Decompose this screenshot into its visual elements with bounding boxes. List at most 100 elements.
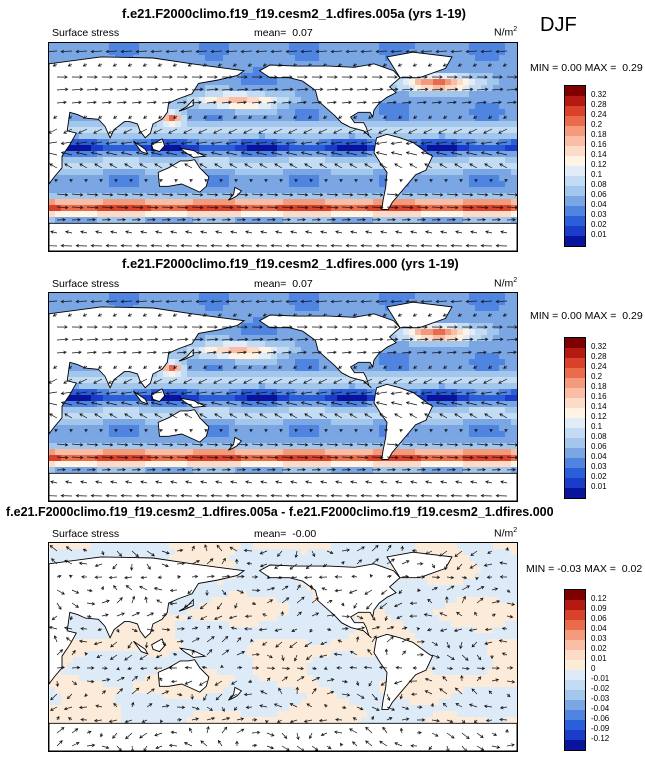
- stress-vector-arrow: [184, 680, 193, 685]
- stress-vector-arrow: [131, 350, 142, 355]
- stress-vector-arrow: [146, 703, 153, 708]
- stress-vector-arrow: [311, 455, 324, 460]
- stress-vector-arrow: [78, 378, 88, 384]
- stress-vector-arrow: [75, 299, 88, 304]
- stress-vector-arrow: [60, 493, 73, 498]
- stress-vector-arrow: [71, 193, 84, 197]
- stress-vector-arrow: [86, 679, 95, 684]
- stress-vector-arrow: [191, 706, 200, 711]
- stress-vector-arrow: [289, 563, 298, 570]
- stress-vector-arrow: [217, 63, 223, 67]
- stress-vector-arrow: [320, 480, 328, 484]
- stress-vector-arrow: [285, 493, 298, 498]
- stress-vector-arrow: [371, 443, 384, 447]
- stress-vector-arrow: [295, 686, 300, 695]
- stress-vector-arrow: [161, 627, 171, 632]
- stress-vector-arrow: [94, 575, 103, 579]
- stress-vector-arrow: [288, 128, 298, 134]
- stress-vector-arrow: [214, 680, 223, 686]
- stress-vector-arrow: [326, 325, 338, 329]
- stress-vector-arrow: [202, 313, 208, 317]
- stress-vector-arrow: [300, 141, 313, 146]
- stress-vector-arrow: [281, 193, 294, 197]
- stress-vector-arrow: [476, 586, 485, 591]
- stress-vector-arrow: [191, 545, 195, 552]
- stress-vector-arrow: [401, 350, 412, 355]
- stress-vector-arrow: [105, 299, 118, 304]
- stress-vector-arrow: [368, 680, 373, 687]
- stress-vector-arrow: [348, 589, 358, 594]
- stress-vector-arrow: [200, 480, 208, 484]
- stress-vector-arrow: [168, 743, 178, 748]
- stress-vector-arrow: [349, 728, 358, 734]
- stress-vector-arrow: [172, 652, 178, 657]
- stress-vector-arrow: [323, 666, 328, 670]
- stress-vector-arrow: [454, 687, 463, 695]
- stress-vector-arrow: [296, 100, 307, 105]
- stress-vector-arrow: [420, 49, 433, 54]
- colorbar-swatch: [565, 96, 585, 106]
- stress-vector-arrow: [94, 163, 103, 169]
- stress-vector-arrow: [274, 163, 283, 169]
- stress-vector-arrow: [71, 589, 80, 594]
- stress-vector-arrow: [135, 49, 148, 54]
- stress-vector-arrow: [281, 337, 294, 342]
- stress-vector-arrow: [333, 730, 343, 734]
- stress-vector-arrow: [120, 49, 133, 54]
- stress-vector-arrow: [446, 337, 459, 342]
- stress-vector-arrow: [476, 337, 489, 342]
- stress-vector-arrow: [116, 337, 129, 342]
- stress-vector-arrow: [233, 115, 238, 119]
- stress-vector-arrow: [326, 550, 334, 555]
- panel3-title: f.e21.F2000climo.f19_f19.cesm2_1.dfires.…: [6, 505, 554, 519]
- panel3-max-value: 0.02: [621, 563, 643, 575]
- stress-vector-arrow: [285, 243, 298, 248]
- stress-vector-arrow: [54, 429, 58, 433]
- stress-vector-arrow: [206, 443, 219, 447]
- colorbar-tick-label: -0.01: [591, 674, 610, 683]
- stress-vector-arrow: [431, 350, 442, 355]
- panel1-units-base: N/m: [494, 26, 514, 39]
- stress-vector-arrow: [221, 557, 226, 565]
- stress-vector-arrow: [63, 378, 73, 384]
- stress-vector-arrow: [56, 602, 62, 610]
- stress-vector-arrow: [176, 705, 186, 710]
- stress-vector-arrow: [60, 299, 73, 304]
- stress-vector-arrow: [296, 584, 301, 591]
- stress-vector-arrow: [429, 429, 433, 433]
- stress-vector-arrow: [71, 649, 76, 656]
- stress-vector-arrow: [483, 563, 493, 567]
- stress-vector-arrow: [506, 666, 514, 670]
- panel1-variable: Surface stress: [52, 27, 120, 39]
- stress-vector-arrow: [501, 626, 508, 631]
- stress-vector-arrow: [506, 87, 517, 92]
- stress-vector-arrow: [113, 585, 118, 591]
- stress-vector-arrow: [195, 493, 208, 498]
- stress-vector-arrow: [174, 179, 178, 183]
- stress-vector-arrow: [244, 614, 253, 619]
- stress-vector-arrow: [461, 350, 472, 355]
- stress-vector-arrow: [248, 365, 253, 369]
- colorbar-swatch: [565, 660, 585, 670]
- stress-vector-arrow: [491, 100, 502, 105]
- stress-vector-arrow: [300, 243, 313, 248]
- stress-vector-arrow: [176, 193, 189, 197]
- stress-vector-arrow: [180, 493, 193, 498]
- stress-vector-arrow: [127, 63, 133, 67]
- stress-vector-arrow: [375, 243, 388, 248]
- stress-vector-arrow: [135, 401, 148, 406]
- stress-vector-arrow: [461, 654, 469, 661]
- stress-vector-arrow: [96, 654, 103, 658]
- panel1-units: N/m2: [494, 26, 517, 39]
- stress-vector-arrow: [278, 115, 283, 119]
- stress-vector-arrow: [228, 378, 238, 384]
- stress-vector-arrow: [390, 493, 403, 498]
- stress-vector-arrow: [110, 641, 118, 648]
- stress-vector-arrow: [499, 413, 508, 419]
- stress-vector-arrow: [168, 128, 178, 134]
- stress-vector-arrow: [251, 575, 259, 579]
- stress-vector-arrow: [75, 49, 88, 54]
- stress-vector-arrow: [431, 443, 444, 447]
- stress-vector-arrow: [260, 480, 268, 484]
- stress-vector-arrow: [140, 666, 148, 671]
